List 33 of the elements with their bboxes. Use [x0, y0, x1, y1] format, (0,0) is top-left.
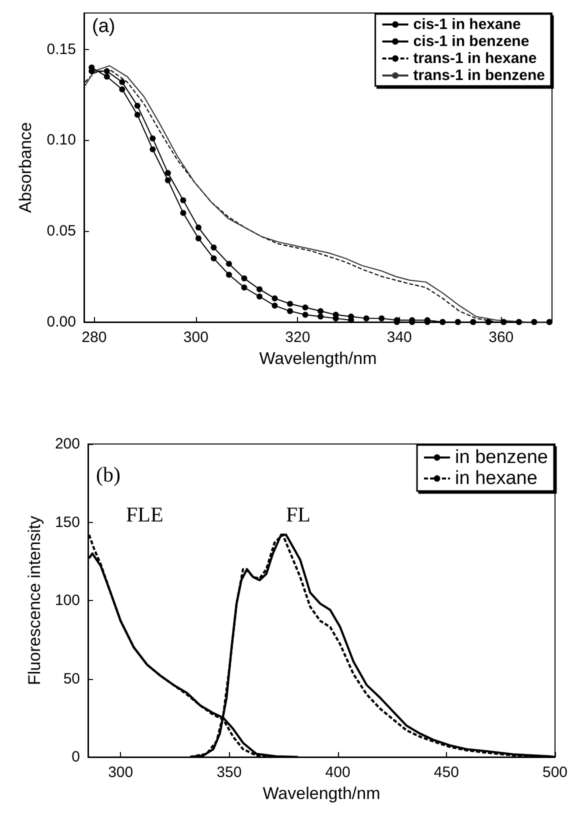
- legend-label: in benzene: [455, 447, 548, 468]
- y-tick-label: 0.10: [46, 132, 76, 149]
- annotation: (a): [92, 16, 116, 37]
- y-tick-label: 0.00: [46, 314, 76, 330]
- annotation: FL: [286, 502, 311, 526]
- y-tick-label: 200: [54, 436, 80, 452]
- x-tick-label: 320: [285, 329, 310, 346]
- x-axis-title: Wavelength/nm: [259, 348, 377, 368]
- x-tick-label: 450: [434, 764, 459, 781]
- legend-label: cis-1 in benzene: [413, 33, 530, 50]
- x-tick-label: 400: [325, 764, 350, 781]
- x-tick-label: 500: [542, 764, 568, 781]
- legend-label: cis-1 in hexane: [413, 16, 521, 33]
- x-tick-label: 340: [386, 329, 412, 346]
- legend-label: trans-1 in hexane: [413, 50, 537, 67]
- y-tick-label: 0: [72, 748, 80, 766]
- annotation: FLE: [126, 502, 164, 526]
- y-tick-label: 50: [63, 670, 80, 688]
- legend-label: trans-1 in benzene: [413, 67, 546, 84]
- legend-label: in hexane: [455, 468, 538, 489]
- x-tick-label: 350: [216, 764, 242, 781]
- y-tick-label: 0.05: [46, 222, 76, 240]
- y-axis-title: Fluorescence intensity: [25, 515, 44, 686]
- y-tick-label: 150: [54, 514, 80, 531]
- x-tick-label: 300: [183, 329, 208, 346]
- y-tick-label: 0.15: [46, 40, 76, 58]
- y-axis-title: Absorbance: [16, 122, 35, 213]
- x-axis-title: Wavelength/nm: [262, 784, 380, 803]
- annotation: (b): [96, 462, 120, 486]
- x-tick-label: 360: [488, 329, 514, 346]
- x-tick-label: 300: [108, 764, 134, 781]
- y-tick-label: 100: [54, 592, 80, 609]
- x-tick-label: 280: [82, 329, 107, 346]
